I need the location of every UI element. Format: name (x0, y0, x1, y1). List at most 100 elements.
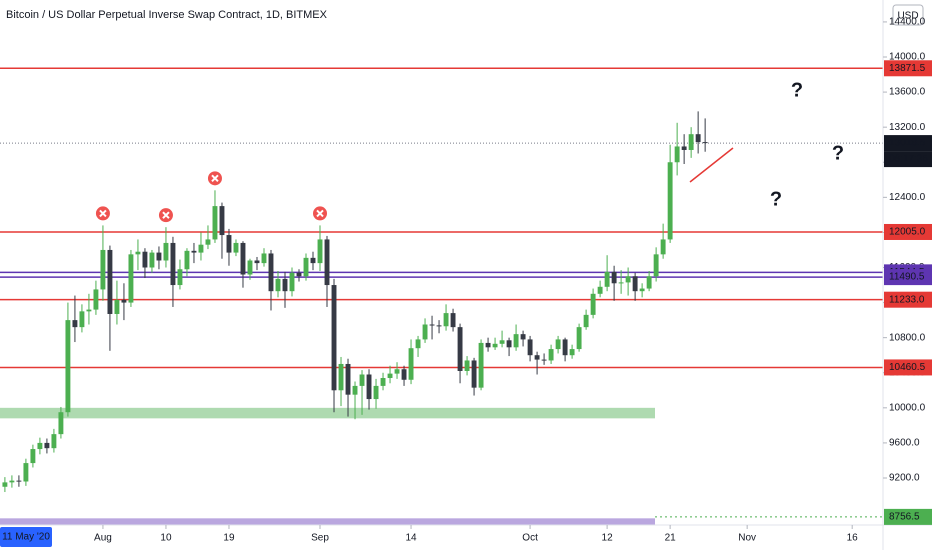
candle-body (583, 314, 589, 328)
candle-body (317, 239, 323, 264)
candle-body (282, 278, 288, 292)
x-cursor-label: 11 May '20 (2, 532, 50, 543)
level-label: 11233.0 (889, 294, 925, 305)
candle-body (415, 339, 421, 349)
candle-body (65, 320, 71, 413)
candle-body (163, 242, 169, 261)
level-label-bg (884, 269, 932, 286)
candle-body (233, 242, 239, 253)
candle-body (625, 276, 631, 283)
candle-body (506, 340, 512, 348)
candle-body (429, 324, 435, 326)
candle-body (681, 146, 687, 150)
candle-body (324, 239, 330, 286)
signal-marker-cross (99, 209, 107, 218)
candle-body (541, 359, 547, 361)
candle-body (471, 360, 477, 388)
candle-body (380, 378, 386, 386)
candle-body (548, 349, 554, 361)
candle-body (604, 271, 610, 287)
x-tick-label: 14 (405, 533, 417, 544)
x-tick-label: 16 (847, 533, 859, 544)
candle-body (401, 369, 407, 380)
candle-body (499, 340, 505, 344)
candle-body (254, 260, 260, 264)
candle-body (212, 206, 218, 240)
candle-body (170, 242, 176, 286)
candle-body (296, 272, 302, 277)
candle-body (247, 260, 253, 275)
x-tick-label: 21 (665, 533, 677, 544)
y-tick-label: 14000.0 (889, 52, 926, 63)
currency-button[interactable] (892, 4, 924, 26)
candle-body (135, 251, 141, 255)
candle-body (310, 257, 316, 264)
signal-marker-cross (316, 209, 324, 218)
candle-body (51, 434, 57, 449)
candle-body (37, 442, 43, 450)
candle-body (597, 286, 603, 294)
candle-body (618, 282, 624, 284)
currency-label[interactable]: USD (897, 11, 918, 22)
candle-body (569, 349, 575, 356)
candle-body (191, 250, 197, 253)
x-tick-label: Sep (311, 533, 329, 544)
level-label-bg (884, 291, 932, 308)
candle-body (478, 342, 484, 388)
candle-body (513, 334, 519, 348)
y-tick-label: 13600.0 (889, 87, 926, 98)
candle-body (44, 442, 50, 449)
candle-body (142, 251, 148, 268)
y-tick-label: 9600.0 (889, 438, 920, 449)
candle-body (107, 249, 113, 314)
candle-body (345, 363, 351, 395)
candle-body (2, 482, 8, 487)
alert-label: 8756.5 (889, 512, 920, 523)
price-zone (0, 518, 655, 525)
candle-body (485, 342, 491, 348)
level-label-bg (884, 359, 932, 376)
price-zone (0, 407, 655, 419)
candle-body (527, 339, 533, 356)
candle-body (16, 480, 22, 482)
candle-body (387, 373, 393, 379)
y-tick-label: 12400.0 (889, 192, 926, 203)
candle-body (275, 278, 281, 292)
candle-body (576, 327, 582, 350)
level-label-bg (884, 60, 932, 77)
signal-marker-cross (211, 174, 219, 183)
candle-body (23, 463, 29, 482)
annotation: ? (770, 188, 782, 210)
candle-body (9, 480, 15, 483)
level-label: 11490.5 (889, 272, 925, 283)
annotation: ? (791, 79, 803, 101)
y-tick-label: 10800.0 (889, 332, 926, 343)
candle-body (226, 235, 232, 253)
candle-body (674, 146, 680, 163)
countdown-label: 08:17:35 (889, 154, 928, 165)
candle-body (359, 374, 365, 386)
candle-body (653, 254, 659, 277)
candle-body (520, 334, 526, 340)
candle-body (443, 313, 449, 327)
candle-body (667, 162, 673, 240)
level-label: 12005.0 (889, 227, 926, 238)
x-tick-label: 10 (160, 533, 172, 544)
candle-body (79, 311, 85, 328)
x-tick-label: 12 (602, 533, 614, 544)
x-tick-label: Aug (94, 533, 112, 544)
candle-body (457, 327, 463, 371)
candle-body (93, 289, 99, 310)
candle-body (436, 325, 442, 327)
candle-body (303, 257, 309, 277)
candle-body (219, 206, 225, 236)
candle-body (534, 355, 540, 360)
level-label: 10460.5 (889, 362, 926, 373)
current-price-label: 13018.5 (889, 138, 926, 149)
level-label: 13871.5 (889, 63, 926, 74)
x-cursor-label-bg (0, 527, 52, 547)
x-tick-label: Nov (738, 533, 756, 544)
candle-body (184, 250, 190, 270)
